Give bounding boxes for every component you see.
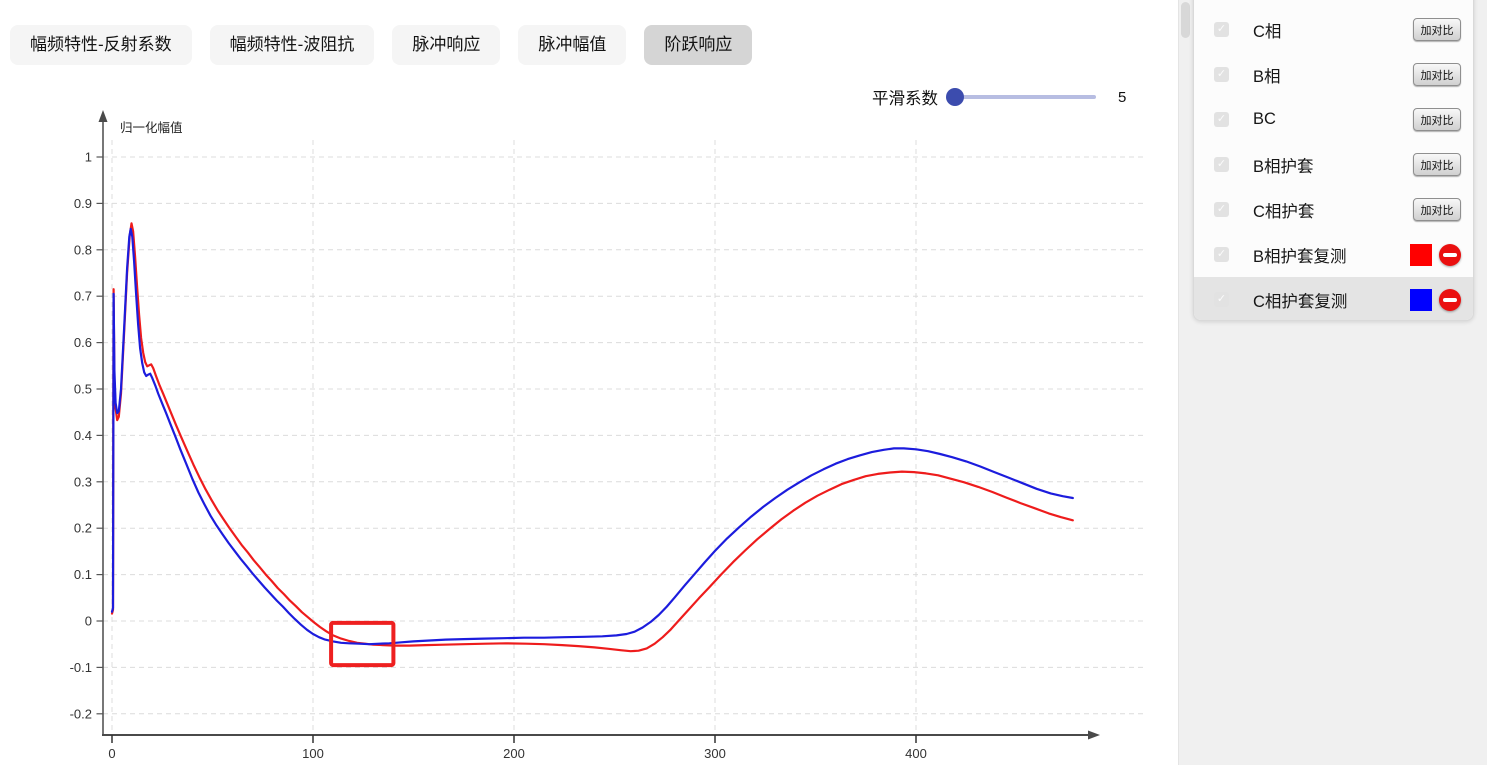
list-item[interactable]: ✓ C相护套复测 bbox=[1194, 277, 1473, 320]
x-tick-label: 400 bbox=[905, 746, 927, 761]
y-tick-label: 0.8 bbox=[74, 242, 92, 257]
list-item[interactable]: ✓ C相 加对比 bbox=[1194, 7, 1473, 52]
y-tick-label: 0.7 bbox=[74, 289, 92, 304]
smoothing-control: 平滑系数 5 bbox=[872, 86, 1126, 108]
color-swatch[interactable] bbox=[1410, 288, 1432, 311]
add-compare-button[interactable]: 加对比 bbox=[1413, 63, 1461, 86]
add-compare-button[interactable]: 加对比 bbox=[1413, 18, 1461, 41]
x-axis-arrow bbox=[1088, 730, 1100, 740]
x-tick-label: 300 bbox=[704, 746, 726, 761]
slider-thumb[interactable] bbox=[946, 88, 964, 106]
series-label: B相护套复测 bbox=[1253, 247, 1347, 266]
annotation-box bbox=[329, 620, 396, 668]
x-tick-label: 200 bbox=[503, 746, 525, 761]
minus-bar bbox=[1443, 252, 1457, 257]
remove-icon[interactable] bbox=[1439, 243, 1461, 266]
y-tick-label: 0.2 bbox=[74, 521, 92, 536]
series-label: C相护套 bbox=[1253, 202, 1315, 221]
y-axis-arrow bbox=[98, 110, 108, 122]
series-label: BC bbox=[1253, 110, 1276, 128]
add-compare-button[interactable]: 加对比 bbox=[1413, 198, 1461, 221]
tab-3[interactable]: 脉冲幅值 bbox=[518, 25, 627, 65]
smoothing-label: 平滑系数 bbox=[872, 90, 938, 108]
add-compare-button[interactable]: 加对比 bbox=[1413, 108, 1461, 131]
add-compare-button[interactable]: 加对比 bbox=[1413, 153, 1461, 176]
checkbox-checked-icon[interactable]: ✓ bbox=[1214, 202, 1229, 217]
sidebar-region: ✓ C相 加对比 ✓ B相 加对比 ✓ BC 加对比 ✓ B相护套 加对比 ✓ C相护套 加对比 ✓ B相护套复… bbox=[1192, 0, 1487, 765]
list-item[interactable]: ✓ B相护套 加对比 bbox=[1194, 142, 1473, 187]
tab-1[interactable]: 幅频特性-波阻抗 bbox=[209, 25, 375, 65]
checkbox-checked-icon[interactable]: ✓ bbox=[1214, 247, 1229, 262]
remove-icon[interactable] bbox=[1439, 288, 1461, 311]
checkbox-checked-icon[interactable]: ✓ bbox=[1214, 67, 1229, 82]
x-tick-label: 100 bbox=[302, 746, 324, 761]
color-swatch[interactable] bbox=[1410, 243, 1432, 266]
list-item[interactable]: ✓ C相护套 加对比 bbox=[1194, 187, 1473, 232]
y-tick-label: 0.6 bbox=[74, 335, 92, 350]
y-tick-label: 0.1 bbox=[74, 567, 92, 582]
tab-0[interactable]: 幅频特性-反射系数 bbox=[10, 25, 192, 65]
checkbox-checked-icon[interactable]: ✓ bbox=[1214, 112, 1229, 127]
tab-2[interactable]: 脉冲响应 bbox=[392, 25, 501, 65]
y-tick-label: 0.3 bbox=[74, 474, 92, 489]
vertical-scrollbar[interactable] bbox=[1178, 0, 1192, 765]
list-item[interactable]: ✓ B相护套复测 bbox=[1194, 232, 1473, 277]
tab-bar: 幅频特性-反射系数 幅频特性-波阻抗 脉冲响应 脉冲幅值 阶跃响应 bbox=[10, 25, 753, 65]
series-panel: ✓ C相 加对比 ✓ B相 加对比 ✓ BC 加对比 ✓ B相护套 加对比 ✓ C相护套 加对比 ✓ B相护套复… bbox=[1193, 0, 1474, 321]
list-item[interactable]: ✓ BC 加对比 bbox=[1194, 97, 1473, 142]
y-tick-label: -0.1 bbox=[70, 660, 92, 675]
series-label: C相 bbox=[1253, 22, 1282, 41]
y-tick-label: 0.9 bbox=[74, 196, 92, 211]
tab-4-selected[interactable]: 阶跃响应 bbox=[644, 25, 753, 65]
x-tick-label: 0 bbox=[108, 746, 115, 761]
y-axis-title: 归一化幅值 bbox=[120, 120, 183, 135]
y-tick-label: 0.5 bbox=[74, 382, 92, 397]
list-item[interactable]: ✓ B相 加对比 bbox=[1194, 52, 1473, 97]
y-tick-label: -0.2 bbox=[70, 706, 92, 721]
y-tick-label: 0 bbox=[85, 614, 92, 629]
checkbox-checked-icon[interactable]: ✓ bbox=[1214, 292, 1229, 307]
checkbox-checked-icon[interactable]: ✓ bbox=[1214, 157, 1229, 172]
series-label: C相护套复测 bbox=[1253, 292, 1348, 311]
y-tick-label: 1 bbox=[85, 150, 92, 165]
smoothing-slider[interactable] bbox=[946, 88, 1096, 106]
minus-bar bbox=[1443, 297, 1457, 302]
series-label: B相 bbox=[1253, 67, 1281, 86]
scrollbar-thumb[interactable] bbox=[1181, 2, 1190, 38]
smoothing-value: 5 bbox=[1118, 88, 1127, 106]
checkbox-checked-icon[interactable]: ✓ bbox=[1214, 22, 1229, 37]
series-curve-1 bbox=[110, 227, 1074, 646]
series-label: B相护套 bbox=[1253, 157, 1314, 176]
y-tick-label: 0.4 bbox=[74, 428, 92, 443]
slider-track[interactable] bbox=[948, 95, 1096, 99]
series-curve-0 bbox=[110, 222, 1074, 653]
